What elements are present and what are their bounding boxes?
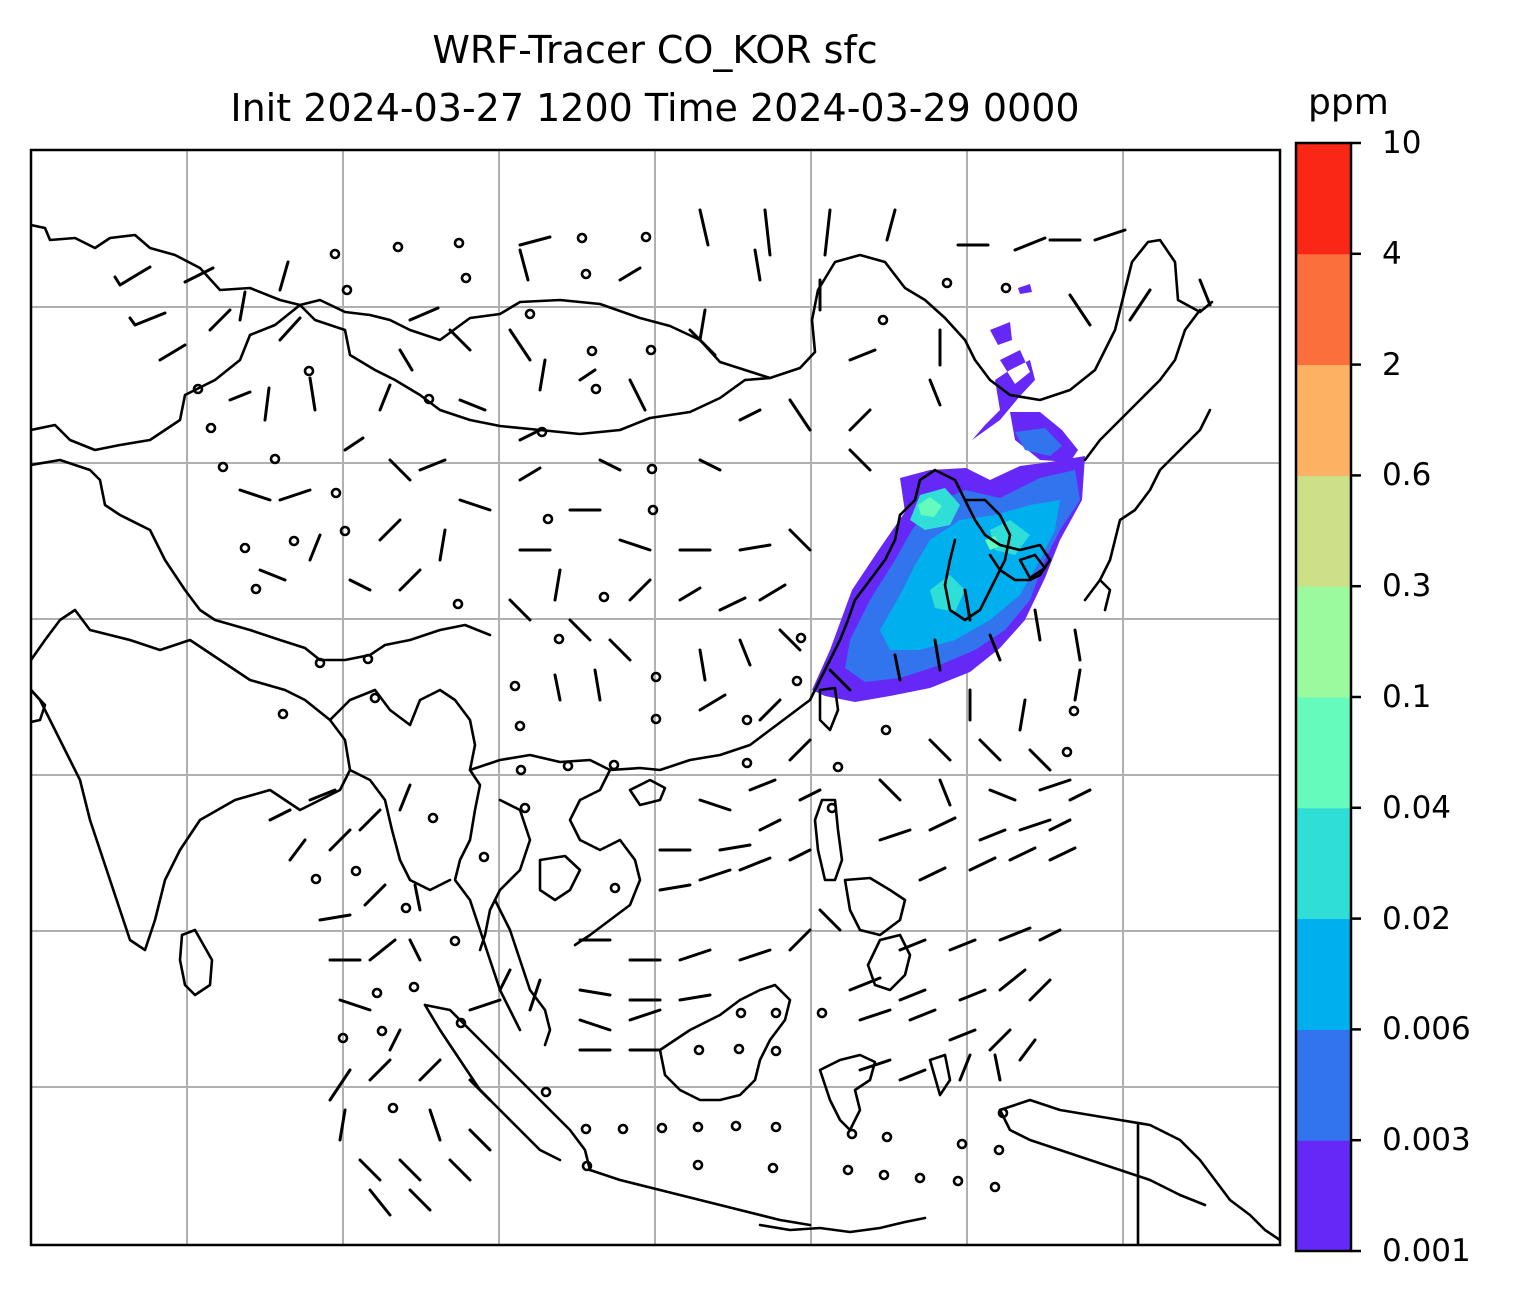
plume-contour-0.02	[910, 488, 1030, 612]
colorbar-tick-label: 2	[1382, 346, 1402, 383]
colorbar-tick-label: 0.6	[1382, 457, 1432, 494]
colorbar-tick-label: 4	[1382, 235, 1402, 272]
colorbar-tick-label: 0.02	[1382, 900, 1452, 937]
co-tracer-plume	[812, 284, 1085, 702]
calm-wind-circles	[192, 231, 1080, 1193]
plume-contour-0.04	[918, 497, 1000, 550]
wind-barbs	[113, 208, 1212, 1217]
colorbar-segment	[1296, 1140, 1351, 1252]
colorbar-segment	[1296, 1029, 1351, 1141]
map-title-line1: WRF-Tracer CO_KOR sfc	[432, 28, 878, 72]
colorbar-segment	[1296, 697, 1351, 809]
colorbar-segment	[1296, 586, 1351, 698]
colorbar-segment	[1296, 253, 1351, 366]
colorbar-segment	[1296, 918, 1351, 1030]
colorbar-tick-label: 0.003	[1382, 1122, 1471, 1159]
coastlines	[31, 223, 1280, 1245]
colorbar-tick-label: 10	[1382, 125, 1422, 161]
map-panel	[31, 150, 1280, 1245]
colorbar	[1294, 141, 1361, 1253]
colorbar-tick-label: 0.001	[1382, 1233, 1471, 1269]
map-title-line2: Init 2024-03-27 1200 Time 2024-03-29 000…	[230, 86, 1080, 130]
colorbar-tick-label: 0.04	[1382, 789, 1452, 826]
colorbar-segment	[1296, 475, 1351, 587]
colorbar-segment	[1296, 807, 1351, 920]
colorbar-tick-label: 0.1	[1382, 679, 1432, 715]
colorbar-tick-label: 0.3	[1382, 568, 1432, 605]
colorbar-segment	[1296, 143, 1351, 255]
colorbar-tick-label: 0.006	[1382, 1011, 1471, 1048]
colorbar-segment	[1296, 364, 1351, 476]
colorbar-unit-label: ppm	[1308, 82, 1389, 123]
map-frame	[29, 148, 1282, 1247]
